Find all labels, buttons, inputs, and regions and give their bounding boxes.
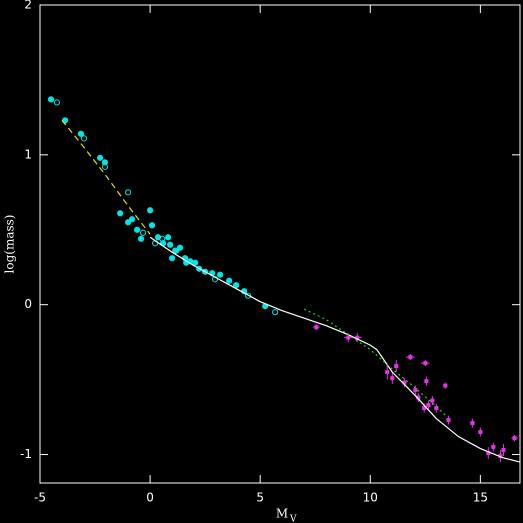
point	[385, 370, 390, 375]
point	[192, 259, 199, 266]
y-tick-label: 2	[24, 0, 32, 12]
point	[512, 436, 517, 441]
point	[146, 207, 154, 214]
point	[394, 364, 399, 369]
point	[167, 241, 174, 248]
plot-frame	[39, 4, 521, 484]
point	[233, 282, 240, 289]
x-axis-label-subscript: V	[289, 515, 297, 523]
point	[128, 216, 136, 223]
curve	[61, 119, 151, 235]
point	[430, 398, 435, 403]
point	[53, 99, 61, 106]
point	[402, 380, 407, 385]
point	[272, 309, 279, 316]
point	[77, 130, 85, 137]
y-axis-label: log(mass)	[3, 215, 17, 274]
point	[408, 355, 413, 360]
point	[346, 335, 351, 340]
point	[165, 234, 172, 241]
point	[159, 235, 166, 242]
point	[124, 219, 132, 226]
y-tick-label: 0	[24, 297, 32, 311]
point	[390, 376, 395, 381]
point	[486, 451, 491, 456]
point	[226, 277, 233, 284]
x-axis-label: M	[276, 507, 288, 521]
point	[501, 448, 506, 453]
point	[244, 292, 252, 299]
point	[47, 96, 55, 103]
point	[416, 395, 421, 400]
x-tick-label: 15	[473, 491, 488, 505]
point	[80, 135, 88, 142]
x-tick-label: 0	[146, 491, 154, 505]
point	[355, 335, 360, 340]
y-tick-label: 1	[24, 147, 32, 161]
point	[422, 406, 427, 411]
point	[413, 388, 418, 393]
point	[97, 154, 104, 161]
point	[498, 454, 503, 459]
point	[148, 222, 156, 229]
x-tick-label: 10	[363, 491, 378, 505]
x-tick-label: -5	[34, 491, 46, 505]
point	[446, 418, 451, 423]
point	[139, 229, 147, 236]
point	[434, 406, 439, 411]
point	[124, 189, 132, 196]
point	[117, 210, 124, 217]
point	[101, 163, 109, 170]
point	[443, 383, 448, 388]
point	[478, 430, 483, 435]
point	[101, 159, 109, 166]
y-tick-label: -1	[20, 447, 32, 461]
point	[134, 226, 141, 233]
point	[423, 361, 428, 366]
point	[217, 271, 224, 278]
point	[172, 247, 179, 254]
point	[314, 325, 319, 330]
point	[424, 379, 429, 384]
point	[169, 255, 176, 262]
point	[470, 421, 475, 426]
point	[137, 235, 145, 242]
point	[176, 244, 184, 251]
point	[426, 403, 431, 408]
point	[491, 445, 496, 450]
x-tick-label: 5	[256, 491, 264, 505]
